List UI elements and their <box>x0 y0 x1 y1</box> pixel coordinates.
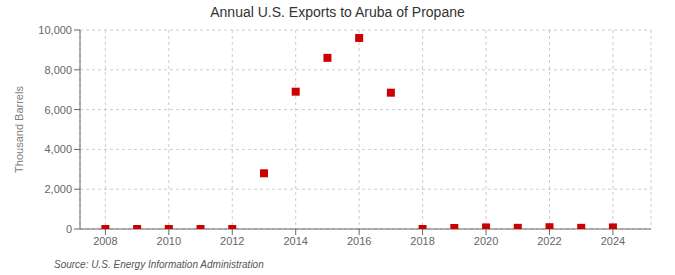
svg-text:2008: 2008 <box>93 235 117 247</box>
svg-text:10,000: 10,000 <box>38 24 72 36</box>
svg-text:2014: 2014 <box>283 235 307 247</box>
svg-text:2012: 2012 <box>220 235 244 247</box>
svg-text:2018: 2018 <box>410 235 434 247</box>
svg-text:2016: 2016 <box>347 235 371 247</box>
svg-text:2020: 2020 <box>474 235 498 247</box>
html-text:Annual U.S. Exports to Aruba o: Annual U.S. Exports to Aruba of Propane <box>210 4 465 20</box>
svg-text:2022: 2022 <box>537 235 561 247</box>
svg-text:2024: 2024 <box>601 235 625 247</box>
svg-text:0: 0 <box>66 223 72 235</box>
svg-text:2010: 2010 <box>157 235 181 247</box>
svg-text:6,000: 6,000 <box>44 104 72 116</box>
svg-text:2,000: 2,000 <box>44 183 72 195</box>
svg-text:Thousand Barrels: Thousand Barrels <box>13 86 25 173</box>
svg-text:8,000: 8,000 <box>44 64 72 76</box>
html-text:Source: U.S. Energy Informatio: Source: U.S. Energy Information Administ… <box>54 259 264 270</box>
svg-text:4,000: 4,000 <box>44 143 72 155</box>
